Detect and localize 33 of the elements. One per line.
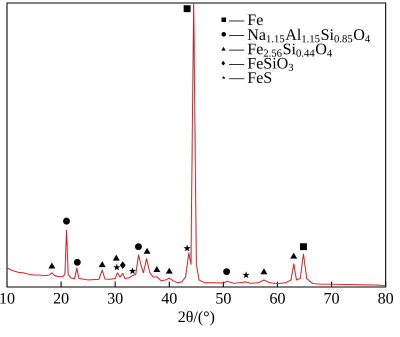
point: [300, 243, 307, 250]
point: [184, 244, 191, 252]
point: [48, 263, 55, 269]
point: [113, 264, 120, 270]
legend-label: Fe$_{2.56}$Si$_{0.44}$O$_{4}$: [248, 44, 332, 57]
point: [63, 218, 70, 225]
point: [99, 262, 106, 268]
x-tick-label: 70: [324, 292, 339, 304]
point: [260, 268, 268, 274]
legend-label: Na$_{1.15}$Al$_{1.15}$Si$_{0.85}$O$_{4}$: [248, 28, 370, 42]
x-tick-label: 50: [216, 292, 231, 304]
legend-label: FeSiO$_{3}$: [248, 58, 294, 72]
x-tick-label: 30: [108, 292, 123, 304]
x-axis-title: 2θ/(°): [178, 310, 214, 326]
point: [184, 5, 191, 12]
point: [154, 266, 160, 272]
legend-label: FeS: [248, 72, 272, 83]
point: [113, 255, 120, 261]
point: [242, 271, 250, 278]
point: [128, 267, 136, 274]
x-tick-label: 40: [162, 292, 177, 304]
x-tick-label: 60: [270, 292, 285, 304]
x-tick-label: 80: [378, 292, 394, 304]
legend-label: Fe: [248, 14, 263, 26]
x-tick-label: 20: [54, 292, 68, 304]
point: [223, 268, 230, 276]
point: [166, 268, 172, 274]
point: [290, 253, 297, 259]
point: [120, 262, 126, 269]
point: [74, 258, 81, 266]
point: [144, 248, 150, 254]
point: [134, 243, 142, 250]
x-tick-label: 10: [0, 292, 14, 304]
